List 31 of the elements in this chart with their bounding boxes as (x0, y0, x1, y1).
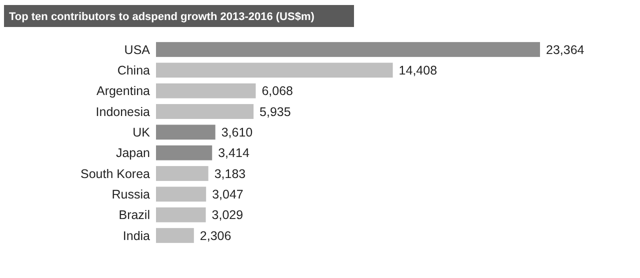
bar (156, 228, 194, 243)
data-label: 2,306 (200, 228, 232, 243)
bar (156, 42, 540, 57)
y-tick-label: Indonesia (96, 104, 150, 119)
bar (156, 124, 216, 140)
y-tick-label: Russia (112, 188, 150, 202)
data-label: 3,029 (212, 208, 244, 222)
data-label: 3,183 (214, 166, 246, 181)
bar (156, 104, 254, 119)
y-tick-label: Japan (116, 146, 150, 160)
y-tick-label: Argentina (96, 84, 150, 98)
y-tick-label: USA (124, 42, 151, 57)
data-label: 3,414 (218, 146, 250, 160)
y-tick-label: Brazil (118, 208, 150, 222)
data-label: 3,610 (221, 126, 253, 140)
bar (156, 207, 206, 222)
bar (156, 145, 212, 160)
data-label: 3,047 (212, 188, 244, 202)
y-tick-label: India (122, 228, 150, 243)
y-tick-label: South Korea (80, 166, 150, 181)
bar (156, 166, 208, 181)
y-tick-label: China (117, 64, 150, 78)
data-label: 23,364 (546, 42, 584, 57)
data-label: 14,408 (398, 64, 438, 78)
bar (156, 62, 393, 78)
bar (156, 83, 256, 98)
data-label: 6,068 (262, 84, 294, 98)
y-tick-label: UK (132, 126, 151, 140)
chart-title: Top ten contributors to adspend growth 2013-2016 (US$m) (9, 10, 315, 23)
bar (156, 186, 206, 202)
data-label: 5,935 (260, 104, 291, 119)
